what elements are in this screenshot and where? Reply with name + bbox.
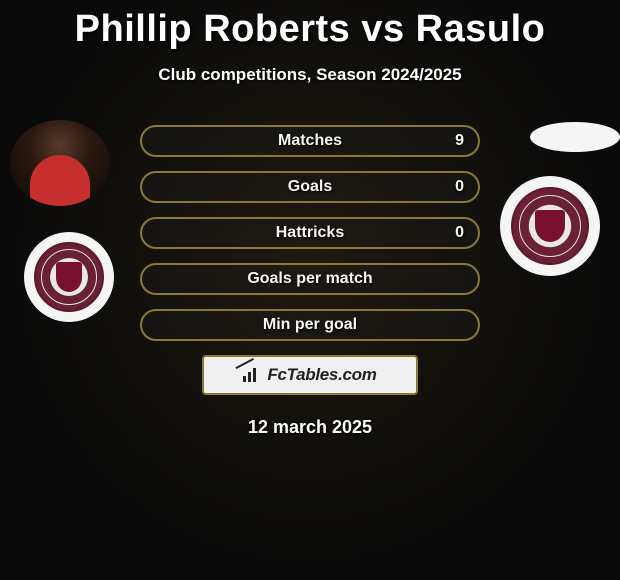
stat-right-value: 0 — [455, 224, 464, 242]
page-title: Phillip Roberts vs Rasulo — [0, 0, 620, 51]
player-left-avatar — [10, 120, 110, 206]
stat-label: Min per goal — [263, 316, 357, 334]
stat-right-value: 0 — [455, 178, 464, 196]
stat-row-goals: Goals 0 — [140, 171, 480, 203]
brand-box: FcTables.com — [202, 355, 418, 395]
stat-row-gpm: Goals per match — [140, 263, 480, 295]
stats-table: Matches 9 Goals 0 Hattricks 0 Goals per … — [140, 125, 480, 341]
stat-label: Hattricks — [276, 224, 344, 242]
stat-row-matches: Matches 9 — [140, 125, 480, 157]
club-badge-left — [24, 232, 114, 322]
player-right-avatar — [530, 122, 620, 152]
club-badge-right — [500, 176, 600, 276]
stat-label: Matches — [278, 132, 342, 150]
stat-label: Goals — [288, 178, 332, 196]
stat-right-value: 9 — [455, 132, 464, 150]
date-label: 12 march 2025 — [0, 417, 620, 438]
bars-trend-icon — [243, 368, 261, 382]
brand-text: FcTables.com — [267, 365, 376, 385]
stat-row-hattricks: Hattricks 0 — [140, 217, 480, 249]
stat-row-mpg: Min per goal — [140, 309, 480, 341]
subtitle: Club competitions, Season 2024/2025 — [0, 65, 620, 85]
stat-label: Goals per match — [247, 270, 372, 288]
